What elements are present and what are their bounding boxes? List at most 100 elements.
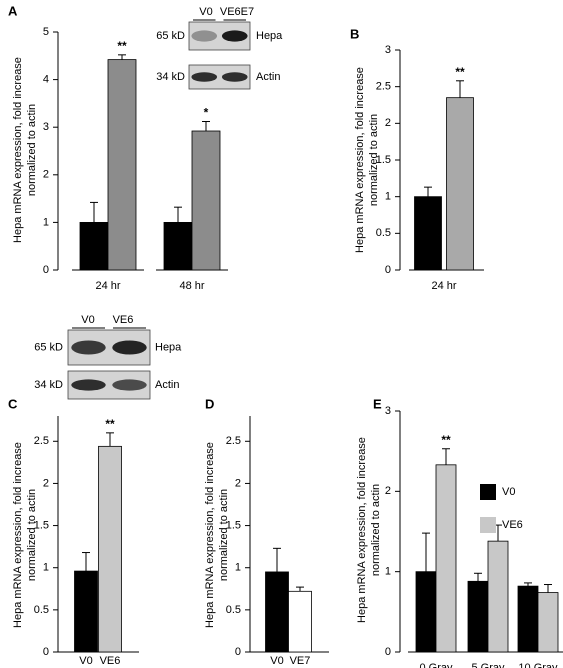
y-axis-label: normalized to actin: [26, 104, 38, 196]
x-tick-label: 0 Gray: [419, 662, 453, 668]
significance: *: [204, 106, 209, 120]
y-tick-label: 2: [43, 477, 49, 489]
bar: [487, 540, 509, 653]
y-tick-label: 2: [385, 485, 391, 497]
y-tick-label: 0: [235, 646, 241, 658]
legend-label: V0: [502, 486, 515, 498]
y-axis-label: normalized to actin: [370, 484, 382, 576]
band-size: 65 kD: [156, 30, 185, 42]
panel-letter: A: [8, 3, 18, 18]
x-tick-label: VE6: [100, 655, 121, 667]
x-tick-label: 48 hr: [179, 280, 204, 292]
y-tick-label: 2.5: [226, 435, 241, 447]
y-tick-label: 3: [43, 121, 49, 133]
band-protein: Hepa: [155, 341, 182, 353]
band-protein: Hepa: [256, 30, 283, 42]
blot-band: [221, 30, 248, 42]
lane-label: V0: [81, 314, 94, 326]
blot-band: [112, 340, 147, 355]
panel-letter: B: [350, 26, 359, 41]
panel-letter: E: [373, 396, 382, 411]
blot-band: [191, 30, 218, 42]
x-tick-label: VE7: [290, 655, 311, 667]
y-tick-label: 0.5: [376, 227, 391, 239]
significance: **: [455, 65, 465, 79]
y-tick-label: 2: [43, 169, 49, 181]
y-tick-label: 0: [43, 264, 49, 276]
blot-band: [221, 72, 248, 82]
band-protein: Actin: [256, 71, 280, 83]
band-size: 65 kD: [34, 341, 63, 353]
y-tick-label: 1: [385, 566, 391, 578]
bar: [79, 221, 109, 271]
y-axis-label: Hepa mRNA expression, fold increase: [12, 442, 24, 628]
bar: [435, 464, 457, 653]
x-tick-label: 5 Gray: [471, 662, 505, 668]
bar: [163, 221, 193, 271]
y-axis-label: normalized to actin: [26, 489, 38, 581]
bar: [415, 571, 437, 653]
blot-band: [71, 340, 106, 355]
y-axis-label: Hepa mRNA expression, fold increase: [204, 442, 216, 628]
y-axis-label: Hepa mRNA expression, fold increase: [356, 437, 368, 623]
band-size: 34 kD: [156, 71, 185, 83]
y-axis-label: normalized to actin: [218, 489, 230, 581]
significance: **: [105, 417, 115, 431]
bar: [446, 97, 474, 271]
x-tick-label: 10 Gray: [518, 662, 558, 668]
y-axis-label: normalized to actin: [368, 114, 380, 206]
band-size: 34 kD: [34, 379, 63, 391]
y-tick-label: 1.5: [226, 519, 241, 531]
lane-label: VE6E7: [220, 6, 254, 18]
y-tick-label: 4: [43, 74, 49, 86]
bar: [537, 592, 559, 653]
x-tick-label: V0: [79, 655, 92, 667]
bar: [517, 585, 539, 653]
blot-band: [191, 72, 218, 82]
lane-label: V0: [199, 6, 212, 18]
y-tick-label: 0: [385, 264, 391, 276]
bar: [467, 580, 489, 653]
bar: [191, 130, 221, 271]
significance: **: [441, 433, 451, 447]
y-tick-label: 0: [43, 646, 49, 658]
x-tick-label: V0: [270, 655, 283, 667]
y-tick-label: 1: [43, 216, 49, 228]
bar: [107, 59, 137, 271]
y-tick-label: 2: [235, 477, 241, 489]
y-axis-label: Hepa mRNA expression, fold increase: [354, 67, 366, 253]
bar: [288, 590, 312, 653]
y-tick-label: 2: [385, 117, 391, 129]
bar: [414, 196, 442, 271]
band-protein: Actin: [155, 379, 179, 391]
panel-letter: C: [8, 396, 18, 411]
legend-label: VE6: [502, 519, 523, 531]
bar: [74, 570, 98, 653]
x-tick-label: 24 hr: [95, 280, 120, 292]
legend-swatch: [480, 517, 496, 533]
y-tick-label: 2.5: [376, 81, 391, 93]
y-tick-label: 5: [43, 26, 49, 38]
panel-letter: D: [205, 396, 214, 411]
x-tick-label: 24 hr: [431, 280, 456, 292]
y-tick-label: 2.5: [34, 435, 49, 447]
y-tick-label: 1: [385, 191, 391, 203]
blot-band: [71, 379, 106, 391]
y-tick-label: 1.5: [34, 519, 49, 531]
y-tick-label: 0.5: [34, 604, 49, 616]
significance: **: [117, 39, 127, 53]
legend-swatch: [480, 484, 496, 500]
y-tick-label: 0.5: [226, 604, 241, 616]
bar: [265, 571, 289, 653]
bar: [98, 445, 122, 653]
blot-band: [112, 379, 147, 391]
lane-label: VE6: [113, 314, 134, 326]
y-tick-label: 1: [43, 562, 49, 574]
y-tick-label: 1: [235, 562, 241, 574]
y-tick-label: 0: [385, 646, 391, 658]
y-tick-label: 1.5: [376, 154, 391, 166]
y-tick-label: 3: [385, 44, 391, 56]
y-tick-label: 3: [385, 405, 391, 417]
y-axis-label: Hepa mRNA expression, fold increase: [12, 57, 24, 243]
